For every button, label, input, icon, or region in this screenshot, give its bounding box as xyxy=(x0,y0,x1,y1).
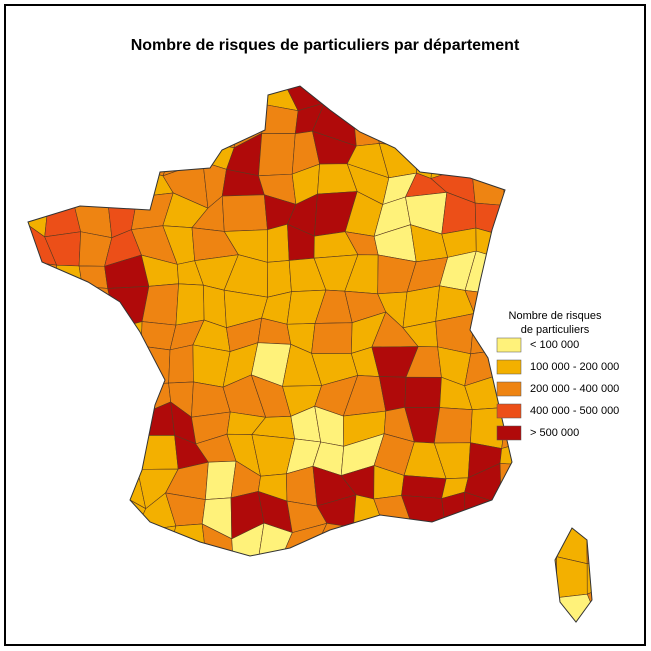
map-title: Nombre de risques de particuliers par dé… xyxy=(131,37,520,54)
department xyxy=(168,344,194,384)
legend-title: de particuliers xyxy=(521,324,590,336)
country-outline xyxy=(27,85,593,623)
legend-label: 100 000 - 200 000 xyxy=(530,361,619,373)
legend-swatch xyxy=(496,381,522,397)
legend-swatch xyxy=(496,403,522,419)
department xyxy=(556,556,588,599)
legend-swatch xyxy=(496,359,522,375)
department xyxy=(433,407,473,444)
department xyxy=(401,475,447,499)
department xyxy=(586,556,592,595)
department xyxy=(175,283,205,326)
legend-label: < 100 000 xyxy=(530,339,579,351)
department xyxy=(311,322,353,354)
legend: Nombre de risques de particuliers < 100 … xyxy=(496,310,619,441)
legend-label: 200 000 - 400 000 xyxy=(530,383,619,395)
department xyxy=(404,376,442,408)
legend-swatch xyxy=(496,337,522,353)
legend-title: Nombre de risques xyxy=(509,310,602,322)
department xyxy=(267,223,290,263)
legend-label: > 500 000 xyxy=(530,427,579,439)
department xyxy=(221,194,268,232)
department xyxy=(586,524,592,565)
department xyxy=(258,133,296,177)
legend-swatch xyxy=(496,425,522,441)
department xyxy=(267,260,292,298)
legend-label: 400 000 - 500 000 xyxy=(530,405,619,417)
